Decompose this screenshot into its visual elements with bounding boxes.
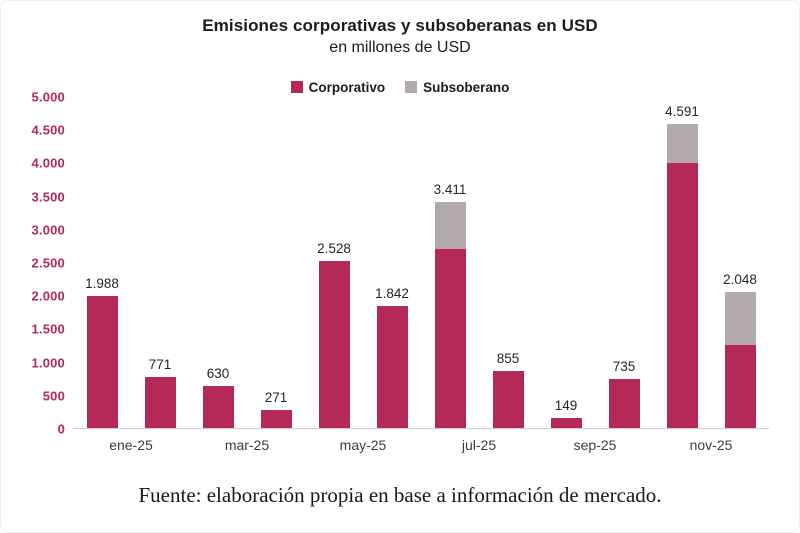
chart-subtitle: en millones de USD xyxy=(329,39,471,56)
bar-jun-25: 1.842 xyxy=(375,97,409,428)
y-tick-label: 500 xyxy=(42,388,65,404)
bar-value-label: 855 xyxy=(496,351,520,367)
bar-ago-25: 855 xyxy=(492,97,524,428)
legend-label: Subsoberano xyxy=(423,79,510,95)
y-tick-label: 3.500 xyxy=(31,189,65,205)
bar-segment-corporativo xyxy=(318,260,350,428)
bar-value-label: 149 xyxy=(554,398,578,414)
bar-dic-25: 2.048 xyxy=(723,97,757,428)
x-tick-label: mar-25 xyxy=(224,437,270,453)
y-tick-label: 5.000 xyxy=(31,89,65,105)
bar-value-label: 271 xyxy=(264,390,288,406)
bar-segment-corporativo xyxy=(144,376,176,428)
bar-value-label: 1.988 xyxy=(85,276,119,292)
bar-abr-25: 271 xyxy=(260,97,292,428)
bar-segment-corporativo xyxy=(376,306,408,428)
bar-value-label: 630 xyxy=(206,366,230,382)
source-note: Fuente: elaboración propia en base a inf… xyxy=(138,483,662,507)
bar-segment-corporativo xyxy=(550,418,582,428)
x-axis: ene-25 mar-25 may-25 jul-25 sep-25 nov-25 xyxy=(73,437,769,453)
x-tick-label: jul-25 xyxy=(461,437,497,453)
chart-area: 0 500 1.000 1.500 2.000 2.500 3.000 3.500 4.000 4… xyxy=(1,90,799,437)
bar-value-label: 3.411 xyxy=(433,182,467,198)
y-tick-label: 2.000 xyxy=(31,288,65,304)
legend-item-corporativo: Corporativo xyxy=(290,79,386,95)
y-tick-label: 1.500 xyxy=(31,321,65,337)
y-tick-label: 1.000 xyxy=(31,355,65,371)
bar-segment-corporativo xyxy=(492,371,524,428)
legend-swatch-corporativo xyxy=(290,81,303,93)
bar-segment-subsoberano xyxy=(434,202,466,250)
bar-segment-corporativo xyxy=(86,296,118,428)
chart-title: Emisiones corporativas y subsoberanas en… xyxy=(202,16,598,35)
bar-ene-25: 1.988 xyxy=(85,97,119,428)
legend-label: Corporativo xyxy=(308,79,386,95)
bar-segment-subsoberano xyxy=(666,124,698,164)
legend-swatch-subsoberano xyxy=(405,81,418,93)
x-tick-label: ene-25 xyxy=(109,437,153,453)
bar-segment-subsoberano xyxy=(724,292,756,346)
bar-segment-corporativo xyxy=(434,249,466,428)
y-tick-label: 3.000 xyxy=(31,222,65,238)
bar-value-label: 771 xyxy=(148,356,172,372)
bar-value-label: 4.591 xyxy=(665,104,699,120)
bar-value-label: 2.048 xyxy=(723,272,757,288)
bar-sep-25: 149 xyxy=(550,97,582,428)
bar-value-label: 2.528 xyxy=(317,240,351,256)
y-axis: 0 500 1.000 1.500 2.000 2.500 3.000 3.500 4.000 4… xyxy=(21,90,73,437)
y-tick-label: 4.000 xyxy=(31,155,65,171)
bar-value-label: 1.842 xyxy=(375,286,409,302)
bar-segment-corporativo xyxy=(666,163,698,428)
bar-nov-25: 4.591 xyxy=(665,97,699,428)
bar-segment-corporativo xyxy=(724,345,756,428)
x-tick-label: may-25 xyxy=(339,437,387,453)
bar-segment-corporativo xyxy=(260,410,292,428)
bar-oct-25: 735 xyxy=(608,97,640,428)
bar-mar-25: 630 xyxy=(202,97,234,428)
x-tick-label: sep-25 xyxy=(573,437,617,453)
x-tick-label: nov-25 xyxy=(689,437,733,453)
bar-segment-corporativo xyxy=(202,386,234,428)
y-tick-label: 0 xyxy=(57,421,65,437)
bar-segment-corporativo xyxy=(608,379,640,428)
bar-may-25: 2.528 xyxy=(317,97,351,428)
plot-area: 1.988 771 630 271 2.528 1.842 3.411 855 149 735 4.… xyxy=(73,97,769,429)
y-tick-label: 4.500 xyxy=(31,122,65,138)
bar-feb-25: 771 xyxy=(144,97,176,428)
bar-jul-25: 3.411 xyxy=(433,97,467,428)
legend-item-subsoberano: Subsoberano xyxy=(405,80,509,95)
bar-value-label: 735 xyxy=(612,359,636,375)
y-tick-label: 2.500 xyxy=(31,255,65,271)
chart-legend: Corporativo Subsoberano xyxy=(1,79,799,95)
